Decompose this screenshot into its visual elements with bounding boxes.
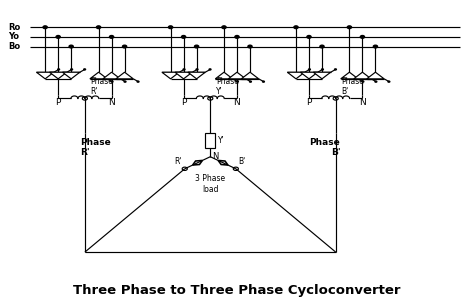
Polygon shape — [162, 72, 179, 79]
Polygon shape — [63, 72, 80, 79]
Polygon shape — [90, 72, 107, 79]
Text: R': R' — [174, 157, 182, 166]
Text: B': B' — [238, 157, 246, 166]
Text: N: N — [234, 98, 240, 107]
Circle shape — [222, 26, 226, 29]
Text: P: P — [181, 98, 186, 107]
Polygon shape — [354, 72, 371, 79]
Text: Yo: Yo — [9, 32, 19, 41]
Polygon shape — [215, 72, 233, 79]
Circle shape — [360, 35, 365, 38]
Polygon shape — [241, 72, 259, 79]
Text: 3 Phase
load: 3 Phase load — [195, 174, 225, 194]
Text: Phase
R': Phase R' — [80, 138, 111, 157]
Circle shape — [97, 26, 100, 29]
Circle shape — [307, 35, 311, 38]
Circle shape — [43, 26, 47, 29]
Circle shape — [168, 26, 173, 29]
Polygon shape — [287, 72, 305, 79]
Text: P: P — [55, 98, 61, 107]
Polygon shape — [49, 72, 67, 79]
Polygon shape — [116, 72, 133, 79]
Polygon shape — [367, 72, 384, 79]
Polygon shape — [228, 72, 246, 79]
Polygon shape — [188, 72, 205, 79]
Text: Phase
R': Phase R' — [91, 77, 113, 96]
Polygon shape — [36, 72, 54, 79]
Text: N: N — [359, 98, 366, 107]
Text: N: N — [108, 98, 115, 107]
Polygon shape — [341, 72, 358, 79]
Text: Phase
B': Phase B' — [310, 138, 340, 157]
Circle shape — [122, 45, 127, 48]
Text: N: N — [213, 152, 219, 161]
Text: Y': Y' — [218, 136, 225, 145]
Text: Phase
Y': Phase Y' — [216, 77, 239, 96]
Polygon shape — [175, 72, 192, 79]
Circle shape — [109, 35, 114, 38]
Text: Ro: Ro — [9, 23, 21, 32]
Circle shape — [235, 35, 239, 38]
Circle shape — [374, 45, 377, 48]
Circle shape — [56, 35, 60, 38]
Text: Phase
B': Phase B' — [341, 77, 364, 96]
Text: P: P — [306, 98, 312, 107]
Circle shape — [194, 45, 199, 48]
Polygon shape — [301, 72, 318, 79]
Circle shape — [69, 45, 73, 48]
Circle shape — [294, 26, 298, 29]
Text: Three Phase to Three Phase Cycloconverter: Three Phase to Three Phase Cycloconverte… — [73, 284, 401, 298]
Circle shape — [182, 35, 186, 38]
Circle shape — [248, 45, 252, 48]
Text: Bo: Bo — [9, 42, 20, 51]
Polygon shape — [103, 72, 120, 79]
Circle shape — [347, 26, 352, 29]
Polygon shape — [313, 72, 331, 79]
Circle shape — [320, 45, 324, 48]
